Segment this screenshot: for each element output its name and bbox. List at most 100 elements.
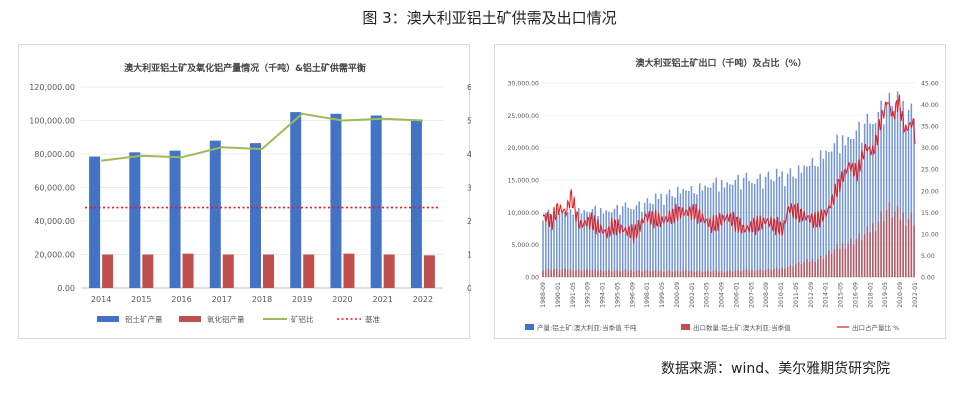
bar-export — [632, 271, 635, 277]
legend-export-label: 出口数量:铝土矿:澳大利亚:当季值 — [693, 323, 791, 332]
bar-export — [545, 269, 547, 277]
bar-production — [605, 210, 607, 277]
bar-production — [874, 123, 877, 277]
source-note: 数据来源：wind、美尔雅期货研究院 — [661, 361, 891, 377]
bar-export — [698, 270, 701, 277]
bar-production — [665, 194, 668, 277]
bar-export — [599, 269, 602, 277]
bar-production — [693, 193, 695, 277]
bar-export — [811, 259, 814, 277]
bar-export — [910, 212, 913, 277]
bar-export — [712, 270, 715, 277]
bar-production — [566, 212, 569, 277]
bar-production — [797, 165, 800, 277]
legend-production-swatch — [525, 324, 534, 330]
x-tick-label: 2020-09 — [897, 282, 904, 308]
bar-production — [599, 207, 602, 277]
bar-production — [910, 103, 913, 277]
bar-export — [671, 271, 673, 277]
bar-production — [767, 171, 770, 277]
bar-production — [646, 198, 649, 277]
bar-export — [877, 221, 880, 277]
y2-tick-label: 20.00 — [921, 188, 939, 195]
bar-export — [885, 210, 888, 277]
bar-export — [762, 270, 764, 277]
x-tick-label: 1994-01 — [600, 282, 607, 308]
legend-export-share-label: 出口占产量比 % — [852, 323, 899, 332]
bar-export — [858, 233, 860, 277]
bar-export — [547, 268, 550, 277]
y-tick-label: 20,000.00 — [34, 251, 75, 260]
bar-production — [828, 152, 830, 277]
y2-tick-label: 15.00 — [921, 210, 939, 217]
chart-panel-production-balance: 澳大利亚铝土矿及氧化铝产量情况（千吨）&铝土矿供需平衡 0.00 20,000.00… — [18, 44, 471, 339]
bar-export — [638, 270, 640, 277]
chart-panel-export-share: 澳大利亚铝土矿出口（千吨）及占比（%） 0.00 5,000.00 10,000.00… — [494, 44, 946, 339]
bar-production — [762, 188, 764, 277]
x-tick-label: 1996-09 — [629, 282, 636, 308]
x-tick-label: 2015-05 — [838, 282, 845, 308]
y2-tick-label: 25.00 — [921, 167, 939, 174]
bar-bauxite-production — [129, 152, 141, 288]
bar-export — [806, 259, 808, 277]
bar-production — [704, 185, 706, 277]
bar-production — [718, 191, 720, 277]
bar-production — [555, 208, 558, 277]
chart-title: 澳大利亚铝土矿出口（千吨）及占比（%） — [635, 57, 806, 69]
bar-bauxite-production — [209, 140, 221, 288]
production-balance-chart: 澳大利亚铝土矿及氧化铝产量情况（千吨）&铝土矿供需平衡 0.00 20,000.00… — [29, 62, 471, 324]
bar-bauxite-production — [370, 115, 382, 288]
bar-export — [558, 270, 561, 277]
bar-export — [767, 268, 770, 277]
bar-production — [577, 208, 580, 277]
bar-production — [569, 209, 572, 277]
bar-export — [550, 270, 552, 277]
bar-export — [660, 270, 662, 277]
bar-export — [855, 239, 858, 277]
bar-export — [737, 269, 739, 277]
bar-export — [894, 211, 896, 277]
bar-export — [723, 272, 726, 277]
bar-export — [687, 271, 690, 277]
bar-export — [874, 231, 877, 277]
bar-production — [682, 188, 684, 277]
x-tick-label: 2000-09 — [674, 282, 681, 308]
y-tick-label: 0.00 — [57, 284, 75, 293]
bar-production — [729, 184, 731, 277]
y2-tick-label: 6.00 — [467, 83, 471, 92]
bar-export — [899, 219, 902, 277]
bar-export — [602, 271, 605, 277]
bar-production — [676, 186, 679, 277]
x-tick-label: 2021 — [372, 295, 392, 304]
bar-production — [814, 165, 816, 277]
bar-production — [781, 171, 783, 277]
bar-export — [850, 238, 852, 277]
bar-export — [896, 205, 899, 277]
bar-alumina-production — [222, 254, 234, 288]
y-tick-label: 15,000.00 — [508, 178, 540, 185]
bar-export — [608, 269, 610, 277]
bar-production — [663, 204, 665, 277]
bar-production — [756, 178, 759, 277]
bar-bauxite-production — [89, 156, 101, 288]
bar-export — [863, 234, 866, 277]
bar-production — [800, 172, 803, 277]
y-tick-label: 25,000.00 — [508, 113, 540, 120]
legend-alumina-production-swatch — [179, 316, 201, 322]
bar-production — [553, 216, 555, 277]
bar-production — [872, 124, 874, 277]
y-tick-label: 60,000.00 — [34, 184, 75, 193]
x-tick-label: 2018 — [252, 295, 272, 304]
bar-alumina-production — [102, 254, 114, 288]
x-tick-label: 2008-09 — [763, 282, 770, 308]
bar-export — [852, 244, 855, 277]
x-tick-label: 2018-01 — [867, 282, 874, 308]
bar-export — [861, 240, 863, 277]
bar-production — [649, 203, 651, 277]
bar-export — [841, 243, 844, 277]
bar-production — [913, 118, 915, 278]
y2-tick-label: 35.00 — [921, 124, 939, 131]
x-tick-label: 2011-05 — [793, 282, 800, 308]
y2-tick-label: 0.00 — [921, 275, 935, 282]
legend-bauxite-production-label: 铝土矿产量 — [125, 314, 163, 324]
